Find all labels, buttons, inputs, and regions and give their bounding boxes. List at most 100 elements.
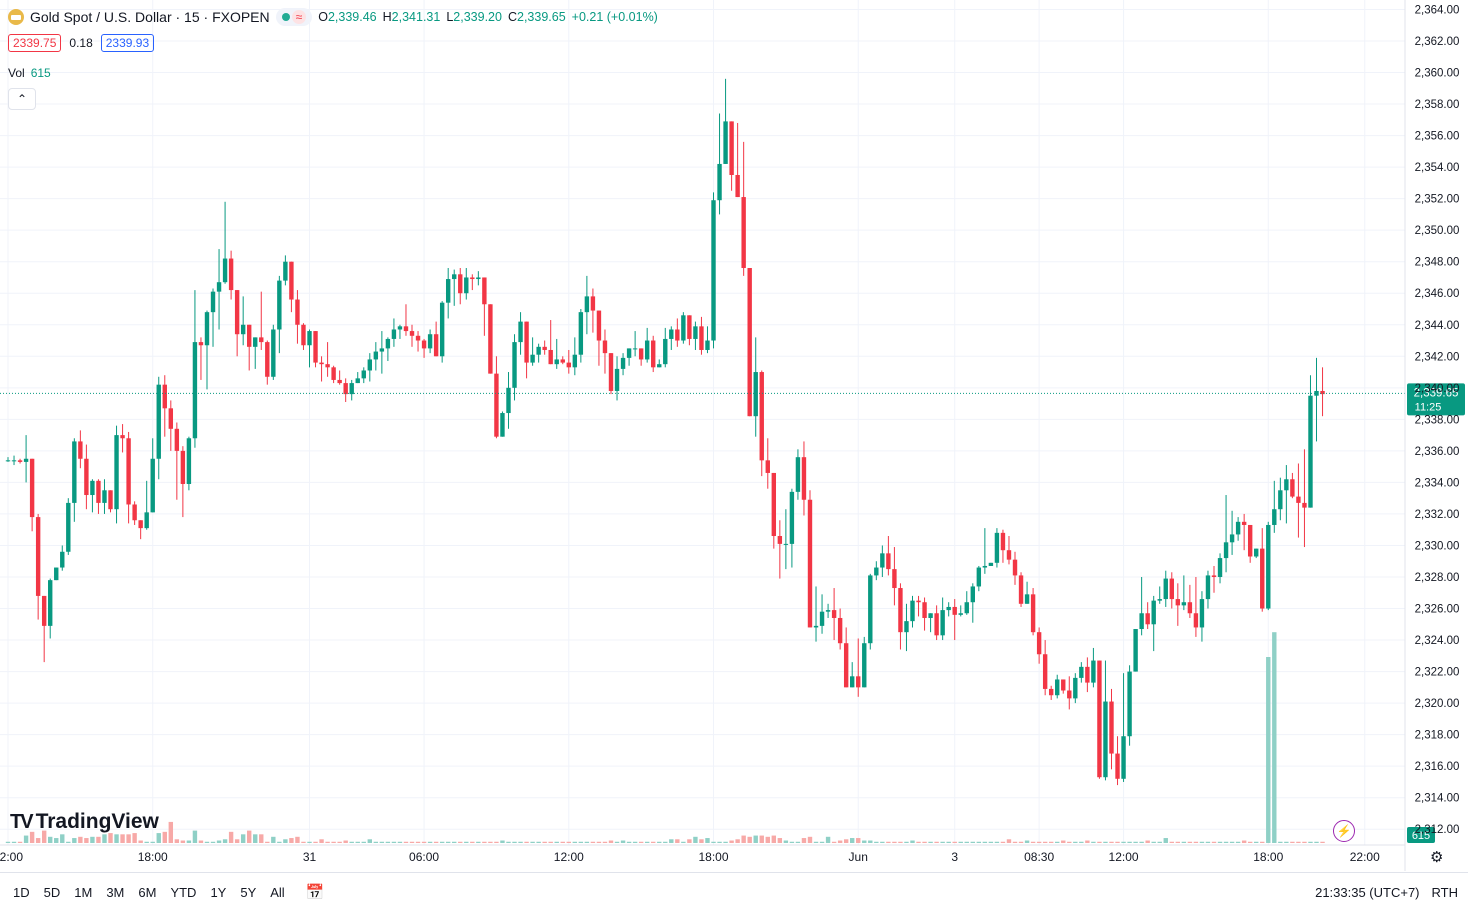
- volume-bar: [373, 841, 379, 843]
- candle-body: [1133, 629, 1138, 672]
- volume-bar: [1030, 841, 1036, 843]
- candle-body: [819, 611, 825, 626]
- clock-time[interactable]: 21:33:35 (UTC+7): [1315, 884, 1420, 900]
- range-button-ytd[interactable]: YTD: [170, 884, 197, 900]
- lightning-icon[interactable]: ⚡: [1333, 820, 1355, 842]
- sell-price-button[interactable]: 2339.75: [8, 34, 62, 52]
- candle-body: [705, 340, 710, 350]
- tradingview-wordmark: TradingView: [35, 810, 159, 833]
- range-button-5d[interactable]: 5D: [43, 884, 61, 900]
- volume-bar: [1115, 841, 1120, 843]
- candle-body: [114, 435, 119, 510]
- volume-label: Vol: [8, 66, 25, 80]
- volume-bar: [626, 841, 632, 843]
- range-button-3m[interactable]: 3M: [106, 884, 125, 900]
- candle-body: [458, 274, 463, 294]
- volume-bar: [651, 841, 656, 843]
- buy-price-button[interactable]: 2339.93: [100, 34, 155, 52]
- volume-bar: [982, 841, 988, 843]
- candle-body: [777, 536, 783, 544]
- candle-body: [904, 621, 909, 633]
- candle-body: [638, 348, 644, 360]
- candle-body: [922, 602, 927, 618]
- volume-bar: [464, 841, 469, 843]
- candle-body: [96, 480, 101, 503]
- volume-bar: [759, 835, 764, 843]
- candle-body: [566, 362, 571, 368]
- volume-bar: [222, 839, 228, 843]
- market-status-indicator[interactable]: ≈: [275, 8, 313, 26]
- volume-bar: [964, 841, 969, 843]
- volume-bar: [313, 841, 318, 843]
- volume-bar: [253, 834, 258, 843]
- range-button-all[interactable]: All: [270, 884, 285, 900]
- candle-body: [222, 258, 228, 283]
- range-button-6m[interactable]: 6M: [138, 884, 157, 900]
- volume-bar: [542, 841, 547, 843]
- session-toggle[interactable]: RTH: [1431, 884, 1458, 900]
- gear-icon[interactable]: ⚙: [1430, 849, 1444, 866]
- volume-bar: [1163, 838, 1168, 843]
- symbol-title[interactable]: Gold Spot / U.S. Dollar · 15 · FXOPEN: [30, 9, 270, 25]
- candle-body: [813, 625, 819, 628]
- volume-bar: [295, 836, 300, 843]
- volume-bar: [1012, 841, 1018, 843]
- candle-body: [1061, 679, 1066, 691]
- ohlc-values: O2,339.46 H2,341.31 L2,339.20 C2,339.65 …: [318, 10, 658, 24]
- candle-body: [632, 348, 638, 350]
- volume-bar: [681, 841, 686, 843]
- last-price-line: 2,339.65 11:25 615: [0, 383, 1465, 843]
- range-button-1y[interactable]: 1Y: [210, 884, 227, 900]
- candle-body: [464, 277, 469, 294]
- volume-bar: [162, 831, 167, 843]
- volume-bar: [174, 839, 180, 843]
- candle-body: [759, 372, 764, 461]
- candle-body: [687, 315, 692, 339]
- volume-bar: [687, 839, 692, 843]
- volume-bar: [409, 841, 415, 843]
- close-label: C: [507, 10, 517, 24]
- calendar-icon[interactable]: 📅: [305, 884, 325, 901]
- candle-body: [1067, 690, 1072, 699]
- candle-body: [506, 387, 511, 414]
- volume-bar: [536, 841, 541, 843]
- volume-bar: [331, 841, 336, 843]
- candle-body: [1175, 599, 1181, 606]
- volume-bar: [518, 841, 523, 843]
- candle-body: [548, 349, 553, 365]
- volume-bar: [783, 840, 789, 843]
- volume-bar: [675, 839, 680, 843]
- candle-body: [620, 357, 626, 369]
- time-tick-label: 31: [303, 850, 317, 864]
- volume-bar: [1187, 841, 1193, 843]
- volume-bar: [1241, 840, 1247, 843]
- range-button-5y[interactable]: 5Y: [240, 884, 257, 900]
- candle-body: [1320, 390, 1325, 395]
- volume-legend[interactable]: Vol 615: [8, 66, 51, 80]
- candle-body: [482, 277, 487, 305]
- tradingview-logo[interactable]: TV TradingView: [10, 810, 159, 834]
- candle-body: [421, 340, 427, 349]
- price-tick-label: 2,326.00: [1415, 604, 1460, 616]
- candle-body: [240, 324, 246, 335]
- volume-bar: [445, 841, 451, 843]
- candle-body: [1260, 548, 1265, 609]
- candle-body: [452, 274, 457, 280]
- candle-body: [78, 441, 83, 459]
- candle-body: [1127, 671, 1132, 737]
- volume-bar: [693, 836, 698, 843]
- volume-bar: [729, 840, 734, 843]
- collapse-legend-button[interactable]: ⌃: [8, 88, 36, 110]
- volume-bar: [150, 841, 155, 843]
- range-button-1m[interactable]: 1M: [74, 884, 93, 900]
- volume-bar: [560, 841, 565, 843]
- candle-body: [1018, 575, 1024, 604]
- candle-body: [717, 163, 722, 201]
- volume-bar: [168, 821, 174, 843]
- candle-body: [1181, 602, 1187, 606]
- volume-bar: [1048, 841, 1054, 843]
- range-button-1d[interactable]: 1D: [13, 884, 30, 900]
- candle-body: [584, 296, 590, 313]
- volume-bar: [1073, 841, 1078, 843]
